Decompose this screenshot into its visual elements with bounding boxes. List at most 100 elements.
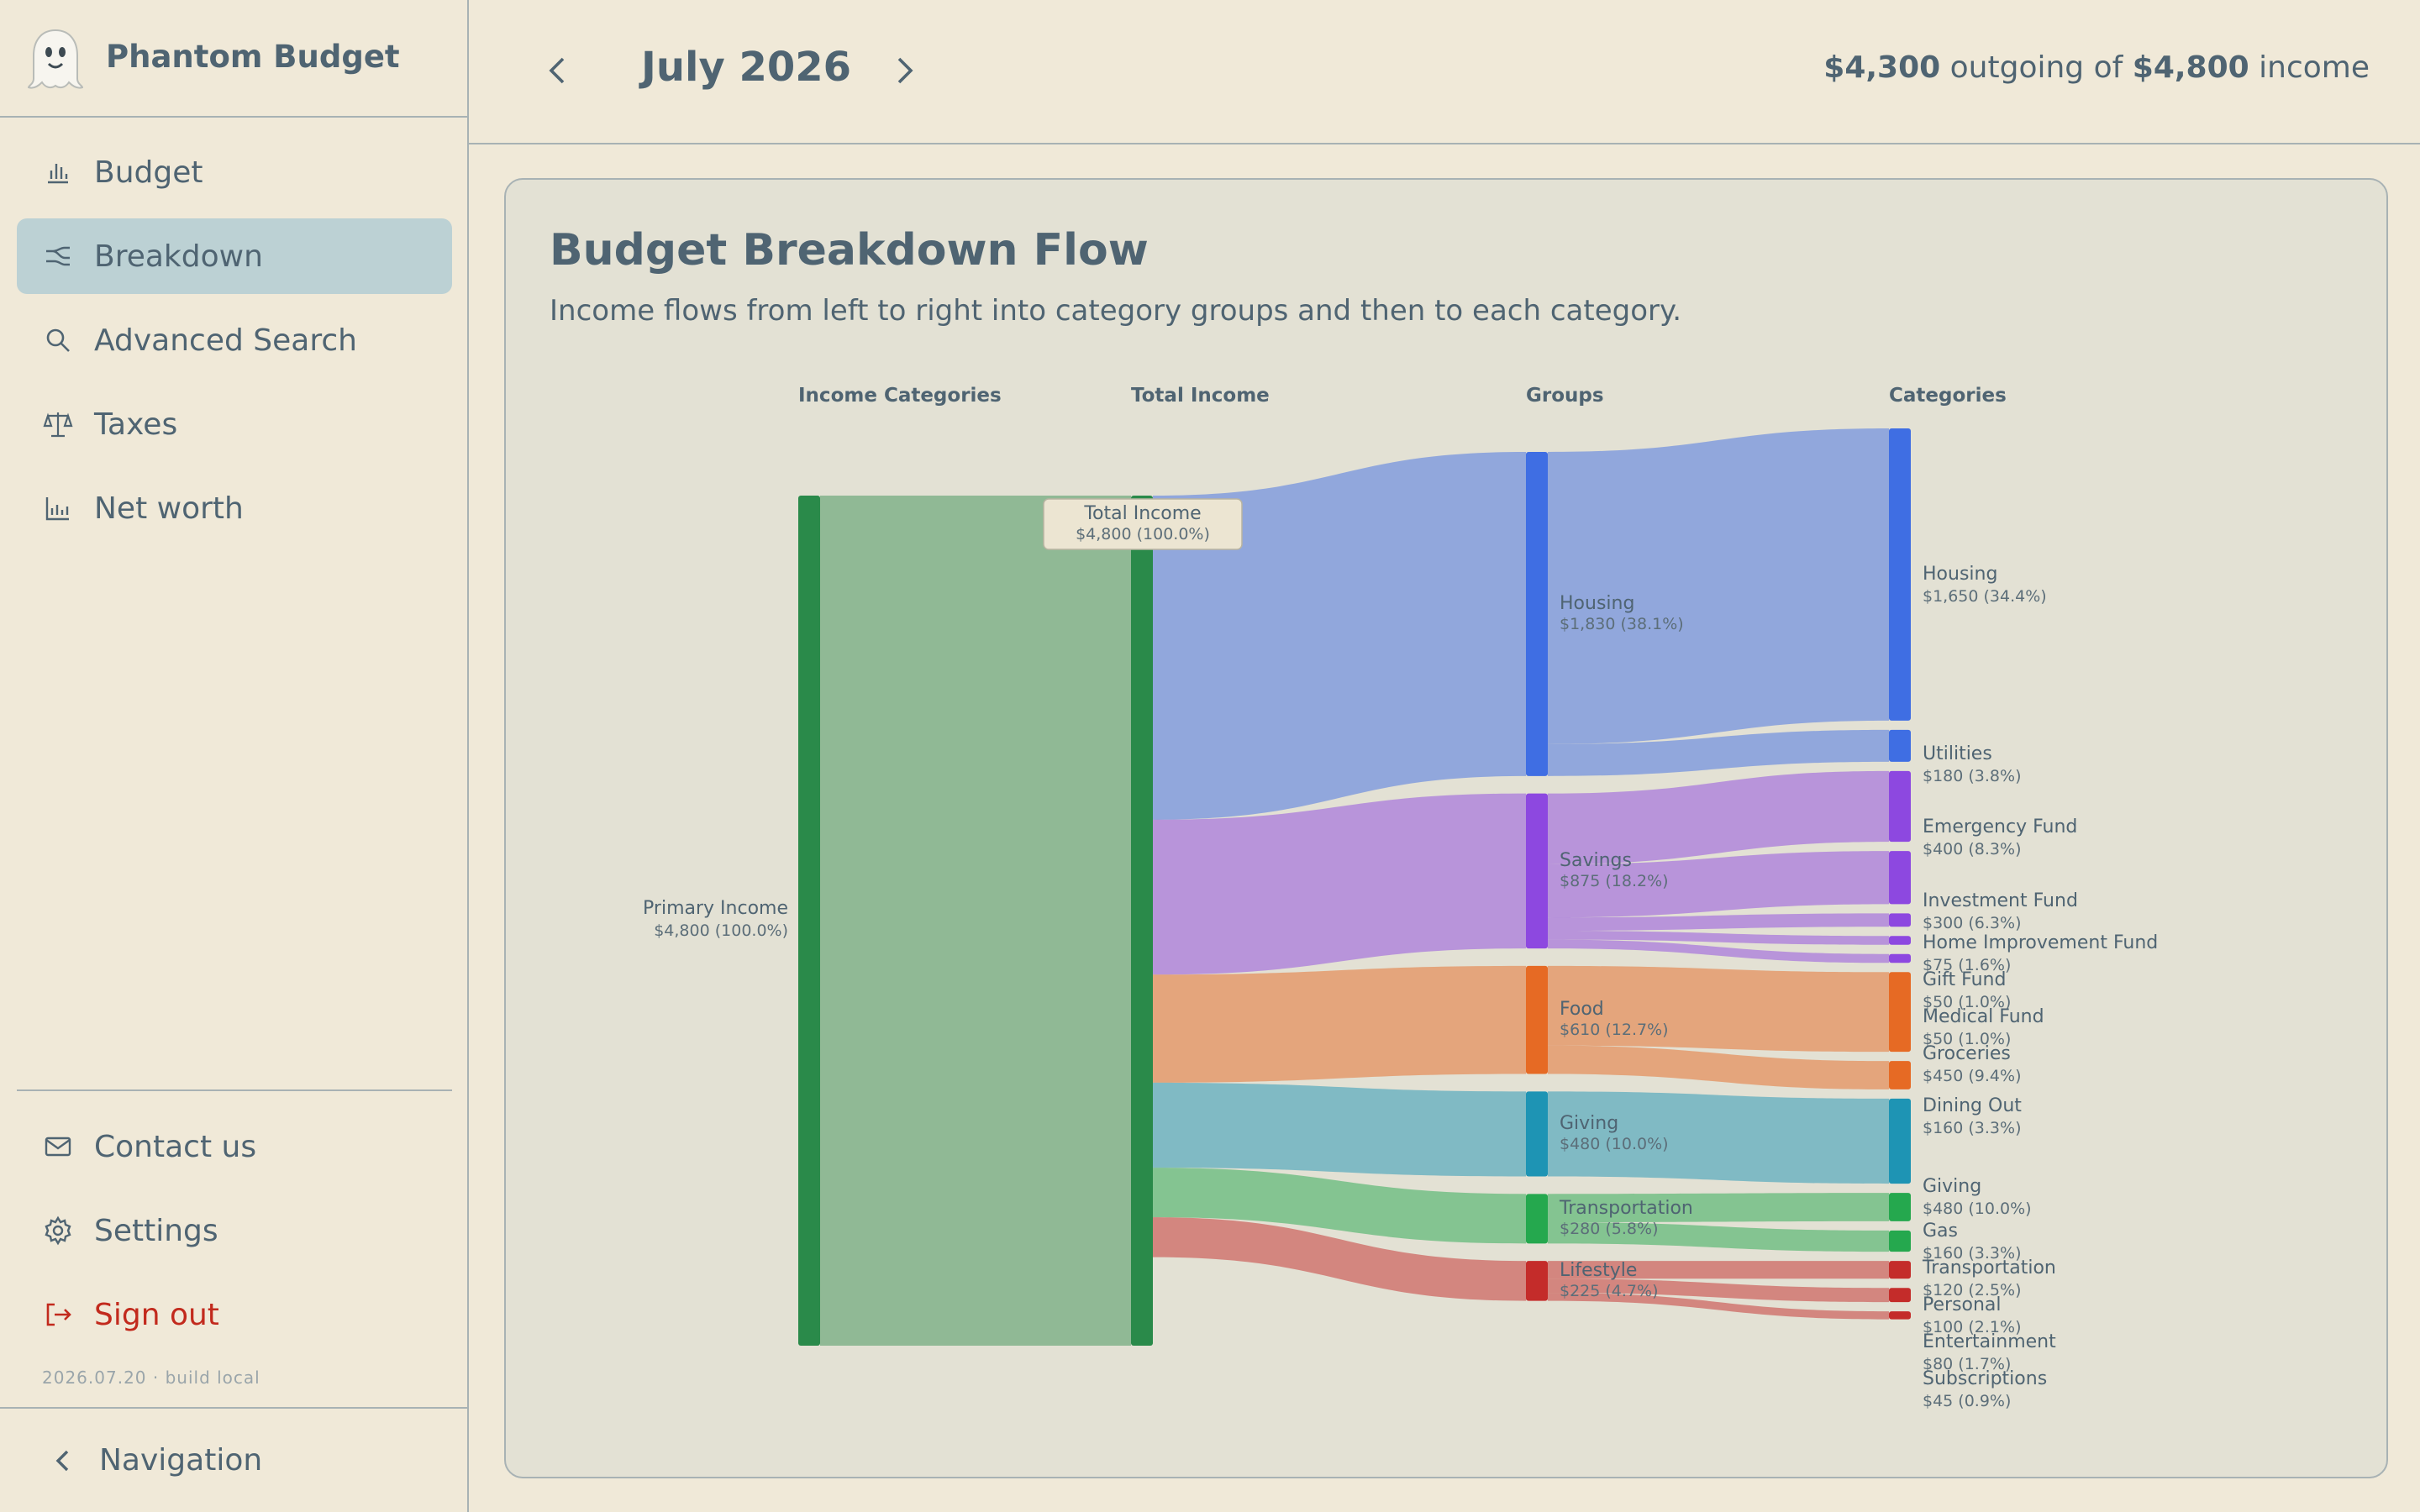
sidebar-item-breakdown[interactable]: Breakdown bbox=[17, 218, 452, 294]
category-value-transportation: $120 (2.5%) bbox=[1923, 1281, 2022, 1299]
sankey-node-category-medical-fund bbox=[1889, 953, 1911, 963]
sankey-node-category-investment-fund bbox=[1889, 851, 1911, 905]
sankey-icon bbox=[42, 240, 74, 272]
income-amount: $4,800 bbox=[2132, 50, 2249, 85]
sidebar-item-settings[interactable]: Settings bbox=[17, 1193, 452, 1268]
group-label-housing: Housing bbox=[1560, 593, 1634, 614]
category-value-investment-fund: $300 (6.3%) bbox=[1923, 914, 2022, 932]
sankey-link-dining-out bbox=[1548, 1045, 1889, 1089]
sankey-node-category-dining-out bbox=[1889, 1061, 1911, 1089]
sign-out-icon bbox=[42, 1299, 74, 1331]
category-value-personal: $100 (2.1%) bbox=[1923, 1318, 2022, 1336]
category-value-entertainment: $80 (1.7%) bbox=[1923, 1355, 2011, 1373]
category-label-personal: Personal bbox=[1923, 1294, 2002, 1315]
group-value-savings: $875 (18.2%) bbox=[1560, 872, 1669, 890]
card-description: Income flows from left to right into cat… bbox=[550, 294, 1682, 328]
budget-summary: $4,300 outgoing of $4,800 income bbox=[1823, 50, 2370, 85]
sidebar-item-budget[interactable]: Budget bbox=[17, 134, 452, 210]
sidebar-item-net-worth[interactable]: Net worth bbox=[17, 470, 452, 546]
column-header-income-categories: Income Categories bbox=[798, 385, 1002, 407]
month-header: July 2026 $4,300 outgoing of $4,800 inco… bbox=[469, 0, 2420, 144]
sankey-link-transportation bbox=[1548, 1222, 1889, 1252]
group-value-transportation: $280 (5.8%) bbox=[1560, 1220, 1659, 1238]
group-value-housing: $1,830 (38.1%) bbox=[1560, 615, 1684, 633]
total-income-tooltip bbox=[1043, 498, 1243, 550]
app-name: Phantom Budget bbox=[106, 39, 400, 75]
category-value-gift-fund: $50 (1.0%) bbox=[1923, 993, 2011, 1011]
sankey-link-entertainment bbox=[1548, 1278, 1889, 1303]
group-value-lifestyle: $225 (4.7%) bbox=[1560, 1282, 1659, 1300]
previous-month-button[interactable] bbox=[534, 47, 581, 94]
sankey-node-group-giving bbox=[1526, 1091, 1548, 1177]
chevron-left-icon bbox=[55, 1450, 69, 1471]
income-category-label: Primary Income bbox=[643, 898, 788, 919]
breakdown-card: Budget Breakdown Flow Income flows from … bbox=[504, 178, 2388, 1478]
ghost-logo-icon bbox=[27, 29, 84, 89]
sankey-node-category-entertainment bbox=[1889, 1288, 1911, 1303]
category-label-gift-fund: Gift Fund bbox=[1923, 969, 2006, 990]
sankey-link-utilities bbox=[1548, 729, 1889, 776]
category-value-home-improvement-fund: $75 (1.6%) bbox=[1923, 956, 2011, 974]
category-label-medical-fund: Medical Fund bbox=[1923, 1006, 2044, 1027]
sankey-link-medical-fund bbox=[1548, 939, 1889, 963]
sidebar-item-label: Settings bbox=[94, 1213, 218, 1248]
sankey-chart: Income Categories Total Income Groups Categ… bbox=[643, 385, 2158, 1410]
navigation-collapse-button[interactable]: Navigation bbox=[0, 1407, 467, 1512]
sankey-node-group-transportation bbox=[1526, 1194, 1548, 1244]
sankey-node-category-gift-fund bbox=[1889, 936, 1911, 945]
category-label-housing: Housing bbox=[1923, 564, 1997, 585]
sankey-link-gas bbox=[1548, 1193, 1889, 1223]
navigation-label: Navigation bbox=[99, 1443, 263, 1478]
category-value-giving: $480 (10.0%) bbox=[1923, 1200, 2032, 1218]
column-header-categories: Categories bbox=[1889, 385, 2007, 407]
sidebar-item-sign-out[interactable]: Sign out bbox=[17, 1277, 452, 1352]
sidebar-item-label: Budget bbox=[94, 155, 203, 190]
line-chart-icon bbox=[42, 492, 74, 524]
sankey-link-giving bbox=[1153, 1082, 1526, 1177]
outgoing-text: outgoing of bbox=[1949, 50, 2123, 85]
sidebar-item-contact-us[interactable]: Contact us bbox=[17, 1109, 452, 1184]
sidebar-item-label: Advanced Search bbox=[94, 323, 357, 358]
category-value-subscriptions: $45 (0.9%) bbox=[1923, 1392, 2011, 1410]
gear-icon bbox=[42, 1215, 74, 1247]
chevron-left-icon bbox=[549, 57, 565, 84]
total-income-value: $4,800 (100.0%) bbox=[1076, 525, 1210, 543]
sidebar-item-label: Sign out bbox=[94, 1297, 219, 1332]
next-month-button[interactable] bbox=[881, 47, 928, 94]
sidebar: Phantom Budget Budget Breakdown Advanced… bbox=[0, 0, 469, 1512]
sidebar-item-taxes[interactable]: Taxes bbox=[17, 386, 452, 462]
sankey-node-category-giving bbox=[1889, 1098, 1911, 1184]
category-value-housing: $1,650 (34.4%) bbox=[1923, 587, 2047, 606]
group-label-food: Food bbox=[1560, 999, 1604, 1020]
sidebar-item-label: Breakdown bbox=[94, 239, 263, 274]
sankey-link-housing bbox=[1153, 452, 1526, 820]
brand-header[interactable]: Phantom Budget bbox=[0, 0, 467, 118]
sankey-node-category-utilities bbox=[1889, 729, 1911, 762]
sankey-link-giving bbox=[1548, 1091, 1889, 1184]
category-label-transportation: Transportation bbox=[1922, 1257, 2056, 1278]
sankey-node-group-food bbox=[1526, 965, 1548, 1074]
category-label-giving: Giving bbox=[1923, 1176, 1981, 1197]
sankey-link-home-improvement-fund bbox=[1548, 913, 1889, 932]
sankey-node-total-income bbox=[1131, 496, 1153, 1346]
sankey-node-group-lifestyle bbox=[1526, 1261, 1548, 1301]
card-title: Budget Breakdown Flow bbox=[550, 225, 1149, 276]
sankey-node-category-personal bbox=[1889, 1261, 1911, 1279]
sankey-link-savings bbox=[1153, 793, 1526, 975]
sidebar-item-label: Net worth bbox=[94, 491, 244, 526]
category-label-gas: Gas bbox=[1923, 1221, 1958, 1242]
group-label-savings: Savings bbox=[1560, 850, 1632, 871]
sankey-link-housing bbox=[1548, 428, 1889, 744]
outgoing-amount: $4,300 bbox=[1823, 50, 1941, 85]
sidebar-item-label: Contact us bbox=[94, 1129, 257, 1164]
chevron-right-icon bbox=[897, 57, 913, 84]
sankey-node-primary-income bbox=[798, 496, 820, 1346]
sankey-node-category-gas bbox=[1889, 1193, 1911, 1221]
sidebar-divider bbox=[17, 1089, 452, 1091]
search-icon bbox=[42, 324, 74, 356]
sankey-link-subscriptions bbox=[1548, 1293, 1889, 1320]
bar-chart-icon bbox=[42, 156, 74, 188]
category-label-dining-out: Dining Out bbox=[1923, 1095, 2022, 1116]
sidebar-item-advanced-search[interactable]: Advanced Search bbox=[17, 302, 452, 378]
scale-icon bbox=[42, 408, 74, 440]
